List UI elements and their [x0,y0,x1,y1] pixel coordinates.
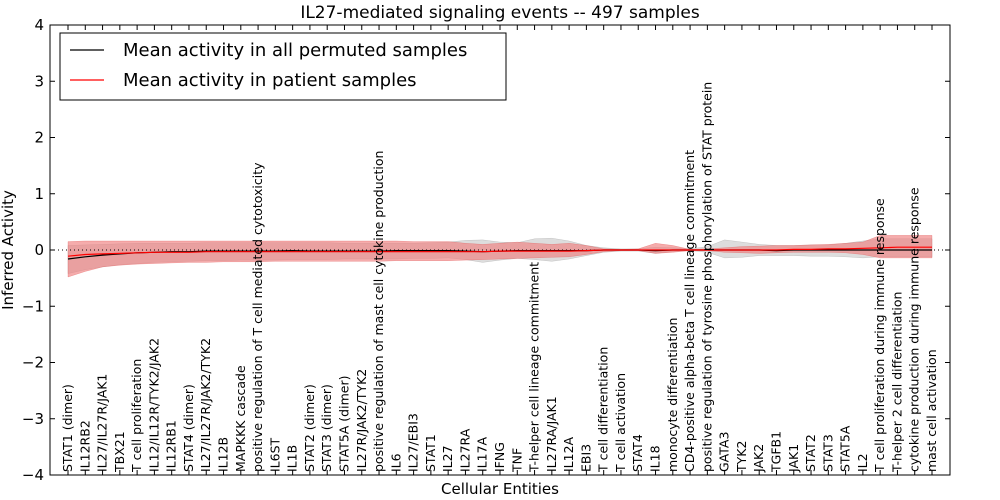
x-tick-label: IFNG [492,442,507,472]
y-axis-ticks: 4 3 2 1 0 −1 −2 −3 −4 [22,16,950,484]
y-tick-label: −2 [22,354,44,372]
x-tick-label: IL27RA [457,428,472,472]
x-tick-label: T cell activation [613,373,628,473]
x-tick-label: IL18 [648,445,663,472]
legend-box [59,32,507,101]
x-tick-label: IL27/IL27R/JAK1 [95,374,110,472]
y-tick-label: 1 [34,185,44,203]
y-tick-label: −3 [22,410,44,428]
x-tick-label: GATA3 [717,432,732,472]
x-tick-label: T cell differentiation [596,347,611,473]
y-tick-label: 2 [34,129,44,147]
x-tick-label: mast cell activation [924,349,939,472]
x-tick-label: TYK2 [734,441,749,473]
chart-title: IL27-mediated signaling events -- 497 sa… [300,3,700,23]
y-tick-label: 0 [34,241,44,259]
x-tick-label: positive regulation of T cell mediated c… [250,162,265,472]
x-tick-label: IL27 [440,445,455,472]
x-tick-label: JAK1 [786,444,801,473]
x-tick-label: IL6ST [267,437,282,472]
x-tick-label: JAK2 [751,444,766,473]
x-tick-label: IL12RB2 [77,420,92,472]
x-tick-label: STAT2 (dimer) [302,384,317,472]
x-tick-label: T-helper 2 cell differentiation [889,292,904,473]
x-tick-label: positive regulation of mast cell cytokin… [371,151,386,472]
x-tick-label: MAPKKK cascade [233,365,248,472]
x-tick-label: STAT3 [820,434,835,472]
x-tick-label: STAT2 [803,434,818,472]
x-tick-label: TBX21 [112,431,127,473]
x-tick-label: STAT4 (dimer) [181,384,196,472]
x-tick-label: TNF [509,448,524,473]
y-tick-label: 3 [34,72,44,90]
series-line-patient [67,246,932,257]
y-axis-label: Inferred Activity [0,190,17,310]
x-tick-label: IL27/EBI3 [406,413,421,472]
y-tick-label: −4 [22,466,44,484]
x-tick-label: STAT1 [423,434,438,472]
patient-band [67,235,933,278]
plot-frame [49,24,951,476]
x-tick-label: IL12RB1 [164,420,179,472]
x-tick-label: IL27R/JAK2/TYK2 [354,369,369,472]
x-tick-label: IL6 [388,453,403,472]
x-tick-label: T cell proliferation during immune respo… [872,198,887,473]
x-tick-label: IL12B [216,437,231,472]
x-tick-label: STAT1 (dimer) [60,384,75,472]
y-tick-label: 4 [34,16,44,34]
plot-area [50,235,950,278]
x-tick-label: STAT5A [838,425,853,472]
x-tick-label: T cell proliferation [129,359,144,473]
x-tick-label: IL27RA/JAK1 [544,396,559,472]
x-tick-label: IL27/IL27R/JAK2/TYK2 [198,338,213,472]
x-tick-label: IL12/IL12R/TYK2/JAK2 [146,338,161,472]
legend-label-permuted: Mean activity in all permuted samples [123,40,467,61]
x-tick-label: cytokine production during immune respon… [907,187,922,472]
x-tick-label: IL17A [475,436,490,472]
x-axis-label: Cellular Entities [441,480,559,498]
x-tick-label: TGFB1 [769,431,784,473]
x-axis-ticks: STAT1 (dimer) IL12RB2 IL27/IL27R/JAK1 TBX21… [60,25,939,475]
x-tick-label: positive regulation of tyrosine phosphor… [699,82,714,472]
x-tick-label: STAT3 (dimer) [319,384,334,472]
x-tick-label: CD4-positive alpha-beta T cell lineage c… [682,150,697,472]
x-tick-label: T-helper cell lineage commitment [527,262,542,473]
y-tick-label: −1 [22,297,44,315]
x-tick-label: STAT5A (dimer) [337,376,352,472]
legend: Mean activity in all permuted samples Me… [59,32,507,101]
legend-label-patient: Mean activity in patient samples [123,70,417,91]
x-tick-label: STAT4 [630,434,645,472]
x-tick-label: EBI3 [578,444,593,472]
x-tick-label: IL1B [285,445,300,472]
x-tick-label: IL2 [855,453,870,472]
x-tick-label: IL12A [561,436,576,472]
x-tick-label: monocyte differentiation [665,318,680,472]
